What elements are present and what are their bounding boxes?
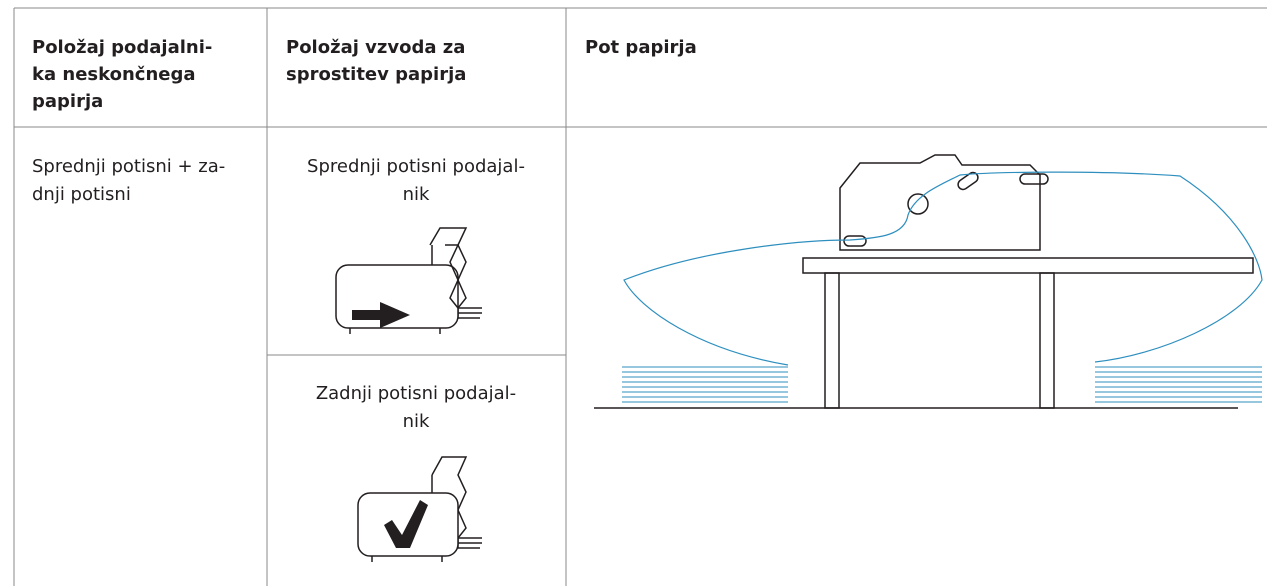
cell-text: dnji potisni <box>32 184 131 205</box>
paper-stack-right <box>1095 366 1262 403</box>
header-text: papirja <box>32 91 103 112</box>
cell-text: Zadnji potisni podajal- <box>316 383 516 404</box>
cell-text: nik <box>403 184 430 205</box>
header-text: Pot papirja <box>585 37 697 58</box>
cell-text: Sprednji potisni + za- <box>32 156 225 177</box>
header-text: sprostitev papirja <box>286 64 466 85</box>
header-text: Položaj podajalni- <box>32 37 212 58</box>
front-push-icon <box>335 227 482 334</box>
paper-path-illustration <box>594 154 1263 409</box>
cell-text: Sprednji potisni podajal- <box>307 156 525 177</box>
table-borders <box>13 7 1267 586</box>
cell-text: nik <box>403 411 430 432</box>
header-text: Položaj vzvoda za <box>286 37 465 58</box>
paper-stack-left <box>622 366 788 403</box>
header-text: ka neskončnega <box>32 64 196 85</box>
rear-push-icon <box>357 456 482 562</box>
